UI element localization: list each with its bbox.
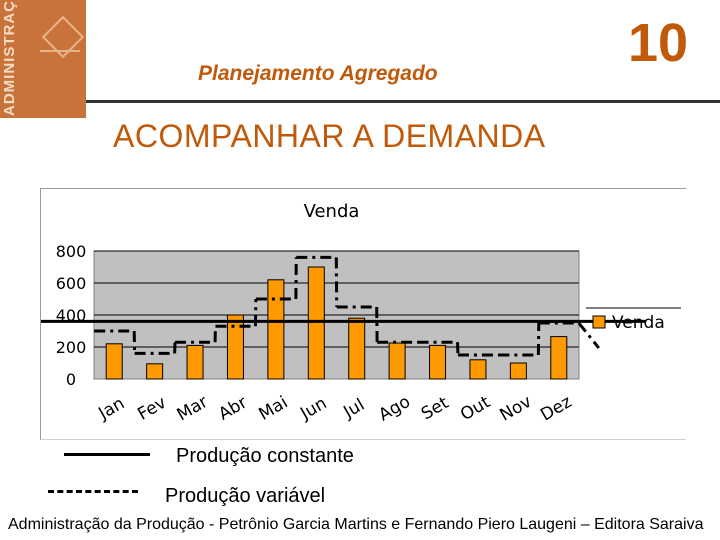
bar-abr	[226, 314, 244, 380]
book-emblem-line	[40, 50, 80, 52]
legend-swatch	[592, 315, 606, 329]
bar-jul	[348, 317, 366, 380]
main-heading: ACOMPANHAR A DEMANDA	[113, 118, 546, 154]
legend-series-label: Venda	[612, 313, 665, 333]
footer-citation: Administração da Produção - Petrônio Gar…	[8, 516, 704, 533]
x-tick-label: Mai	[255, 393, 291, 425]
bar-out	[469, 359, 487, 380]
x-tick-label: Jan	[94, 393, 128, 424]
x-tick-label: Nov	[497, 392, 536, 426]
x-tick-label: Fev	[134, 393, 169, 425]
legend-variable-label: Produção variável	[165, 485, 326, 507]
bar-jun	[307, 266, 325, 380]
legend-constant-line	[64, 453, 150, 456]
y-tick-label: 200	[56, 338, 87, 357]
variable-production-line	[94, 255, 600, 357]
book-cover-image: ADMINISTRAÇÃO DA PRODUÇÃO	[0, 0, 86, 118]
bar-nov	[509, 362, 527, 380]
x-tick-label: Out	[457, 392, 494, 425]
x-tick-label: Set	[418, 393, 452, 424]
x-tick-label: Ago	[375, 392, 413, 426]
x-tick-label: Jul	[339, 395, 368, 423]
bar-set	[429, 344, 447, 380]
bar-fev	[146, 363, 164, 380]
x-tick-label: Jun	[296, 393, 330, 424]
y-tick-label: 600	[56, 274, 87, 293]
bar-ago	[388, 342, 406, 380]
bar-mar	[186, 344, 204, 380]
bar-mai	[267, 279, 285, 380]
y-tick-label: 0	[66, 370, 76, 389]
chart-container: Venda 0 200 400 600 800 Jan Fev Mar Abr Mai Jun Jul A…	[40, 188, 686, 440]
x-tick-label: Mar	[174, 392, 212, 425]
bar-dez	[550, 336, 568, 380]
legend-constant-label: Produção constante	[176, 445, 354, 467]
x-tick-label: Dez	[537, 392, 575, 426]
legend-variable-line	[48, 490, 138, 493]
book-cover-title: ADMINISTRAÇÃO DA PRODUÇÃO	[1, 0, 18, 116]
chart-title: Venda	[304, 201, 360, 222]
bar-jan	[105, 343, 123, 380]
y-tick-label: 800	[56, 242, 87, 261]
header-divider	[86, 100, 720, 103]
header-title: Planejamento Agregado	[198, 62, 438, 85]
x-tick-label: Abr	[215, 393, 250, 425]
slide-number: 10	[628, 13, 689, 73]
